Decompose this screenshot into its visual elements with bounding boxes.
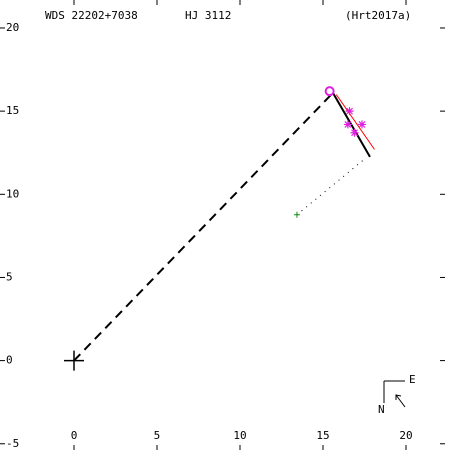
chart-subtitle: HJ 3112 [185,9,231,22]
segment [73,92,334,362]
x-tick-label: 20 [399,429,412,442]
observation [358,120,367,129]
compass-east: E [409,373,416,386]
x-tick-label: 0 [71,429,78,442]
predicted-position [293,211,300,218]
y-tick-label: -5 [6,437,19,450]
chart-title: WDS 22202+7038 [45,9,138,22]
reference: (Hrt2017a) [345,9,411,22]
plot-frame [1,1,445,445]
circled-observation [324,86,335,97]
compass-arrow-head [395,394,402,400]
compass: N E [378,373,416,416]
primary-star [64,350,85,371]
compass-north: N [378,403,385,416]
observation [343,120,352,129]
observation [350,128,359,137]
compass-arrow [395,394,406,408]
y-tick-label: 10 [6,187,19,200]
y-tick-label: 15 [6,104,19,117]
y-tick-label: 20 [6,21,19,34]
segment [296,157,367,216]
x-tick-label: 10 [233,429,246,442]
y-tick-label: 0 [6,354,13,367]
x-tick-label: 15 [316,429,329,442]
segment [335,94,375,150]
x-tick-label: 5 [154,429,161,442]
y-tick-label: 5 [6,270,13,283]
observation [345,107,354,116]
